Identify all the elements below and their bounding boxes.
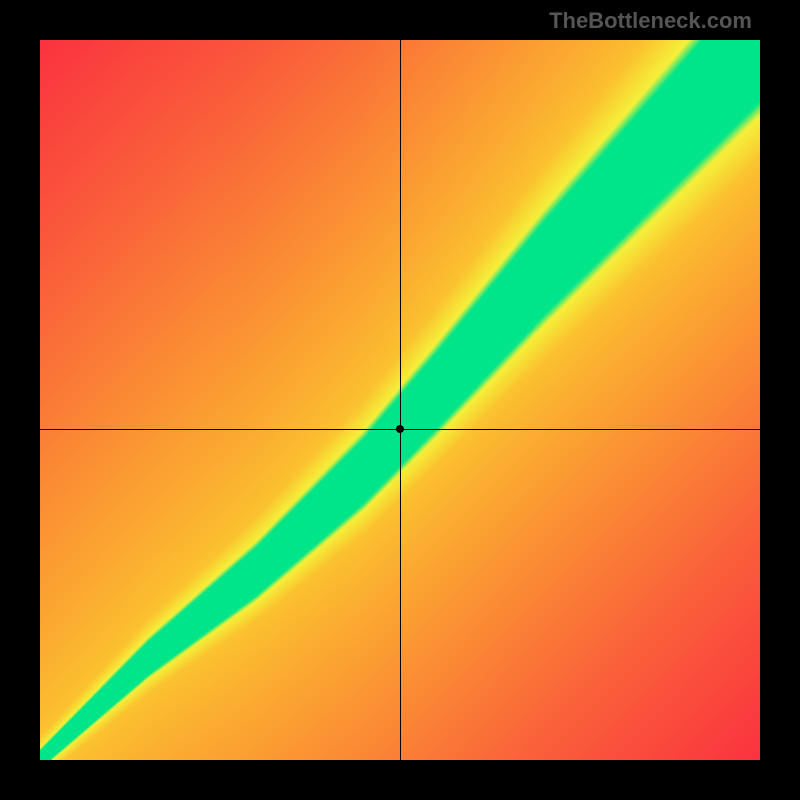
crosshair-dot	[396, 425, 404, 433]
watermark-text: TheBottleneck.com	[549, 8, 752, 34]
crosshair-vertical	[400, 40, 401, 760]
bottleneck-heatmap	[40, 40, 760, 760]
